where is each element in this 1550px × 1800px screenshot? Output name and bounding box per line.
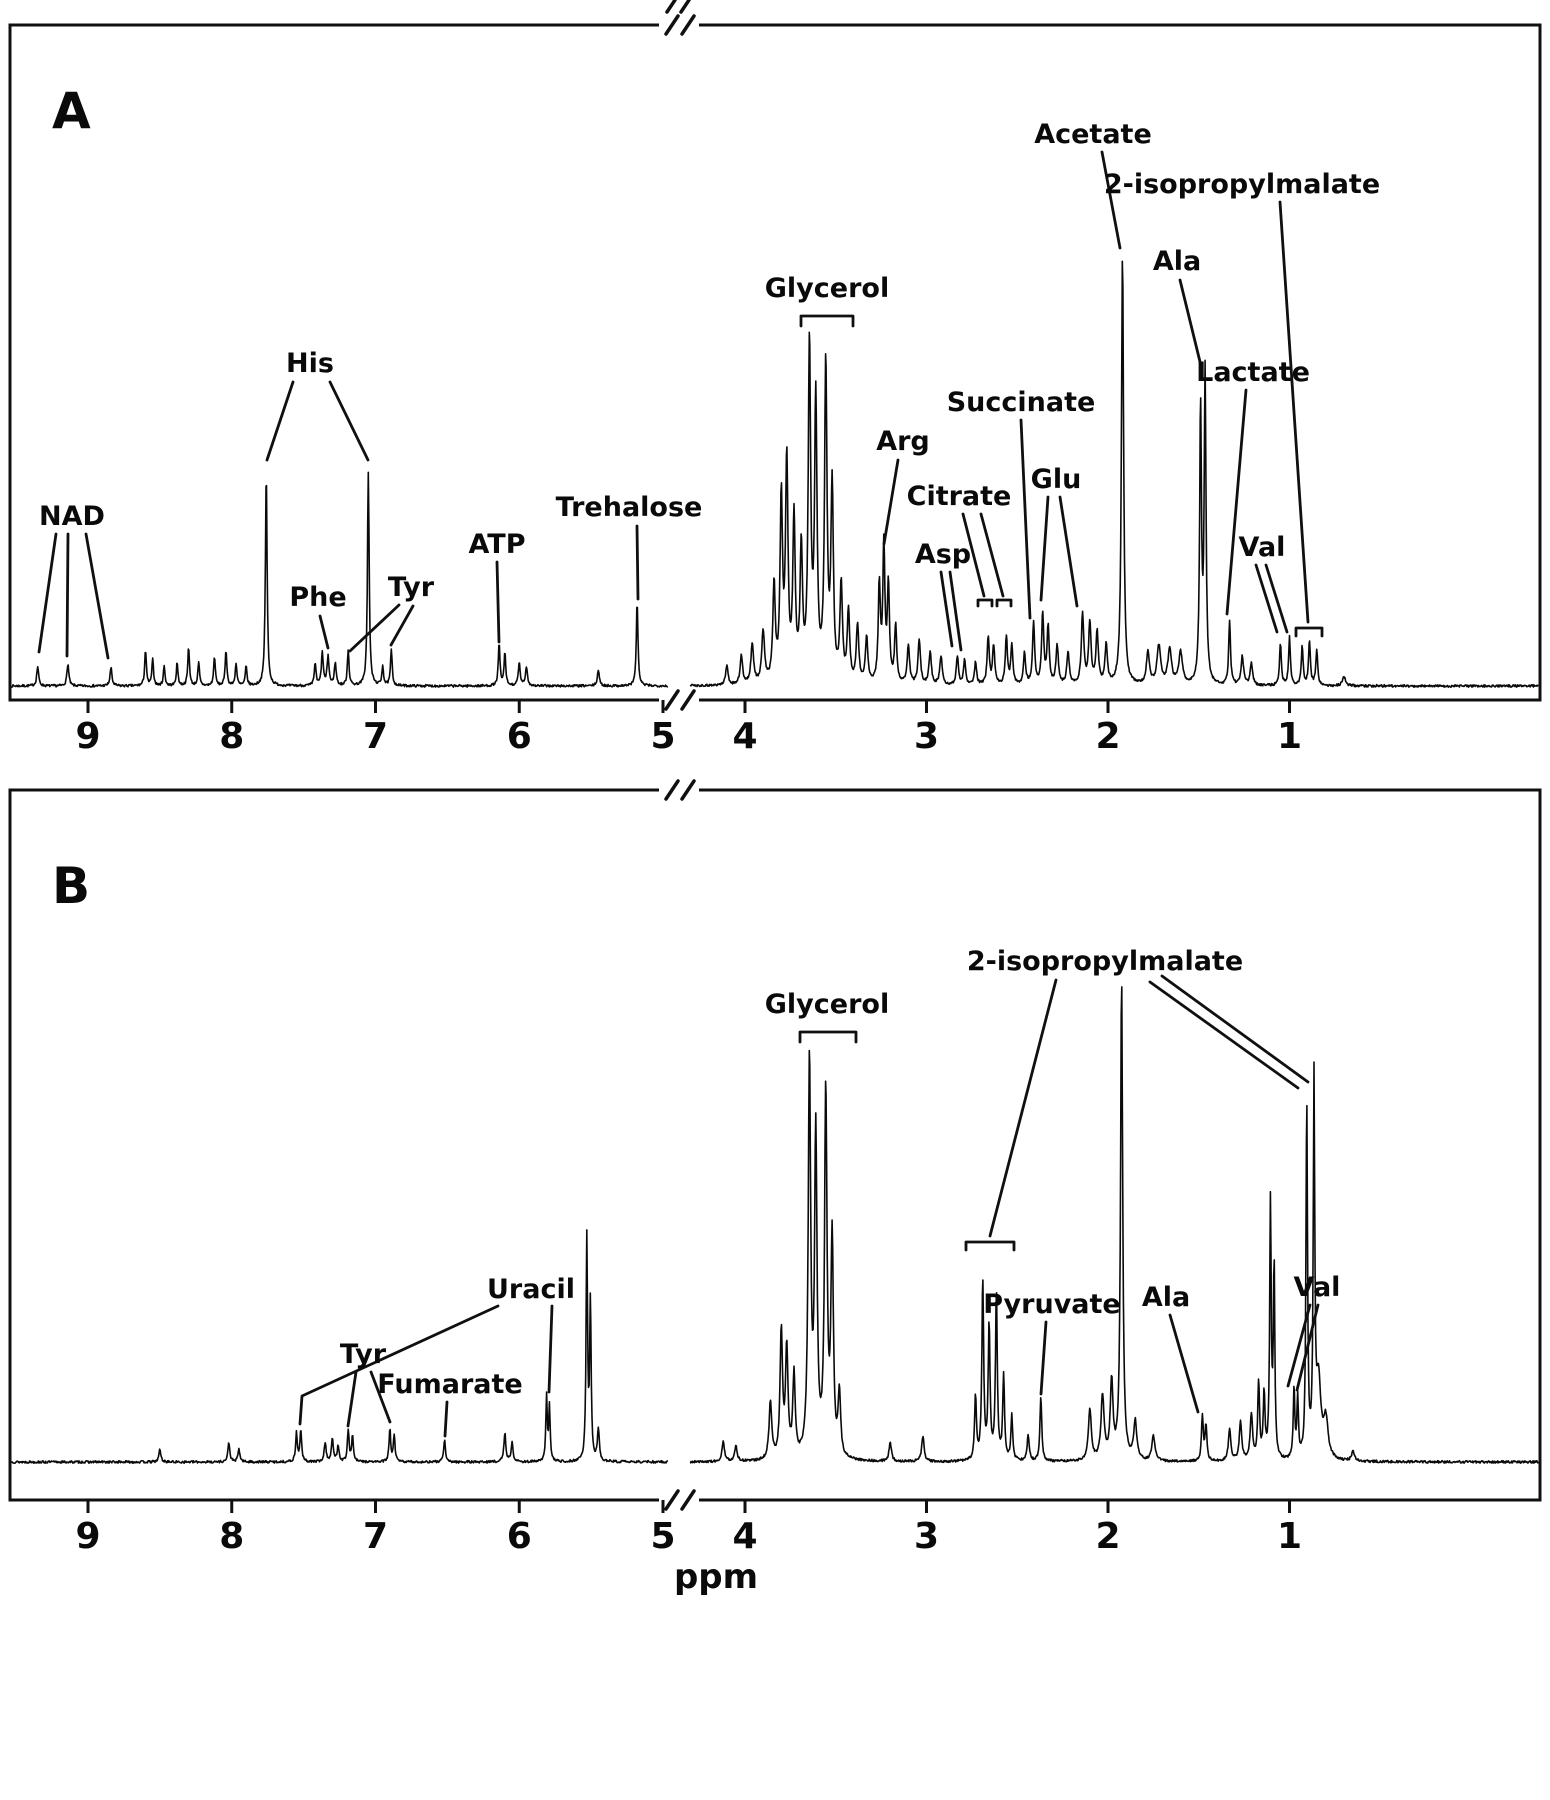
leader-line [389, 604, 415, 647]
axis-break-mark [664, 1489, 696, 1511]
leader-line [298, 1304, 500, 1426]
x-tick-label: 9 [75, 716, 100, 757]
leader-line [635, 524, 640, 601]
x-tick-label: 1 [1277, 716, 1302, 757]
leader-line [1178, 278, 1204, 372]
peak-bracket [964, 1240, 1016, 1252]
panel-b-frame [8, 788, 1542, 1502]
leader-line [988, 978, 1058, 1238]
peak-label: Val [1294, 1272, 1341, 1303]
x-tick-label: 6 [507, 716, 532, 757]
peak-bracket [1294, 626, 1324, 638]
peak-label: Succinate [947, 387, 1096, 418]
leader-line [1278, 200, 1310, 624]
x-tick-label: 8 [219, 716, 244, 757]
leader-line [346, 1370, 358, 1428]
leader-line [961, 512, 986, 598]
x-tick-label: 5 [650, 716, 675, 757]
axis-break-mark [664, 14, 696, 36]
x-tick-label: 5 [650, 1516, 675, 1557]
axis-break-mark [664, 689, 696, 711]
leader-line [65, 532, 70, 658]
leader-line [1295, 1303, 1320, 1392]
x-tick-label: 7 [363, 716, 388, 757]
leader-line [369, 1370, 392, 1424]
leader-line [265, 380, 295, 462]
leader-line [948, 570, 963, 652]
peak-label: Ala [1142, 1282, 1190, 1313]
x-tick-label: 6 [507, 1516, 532, 1557]
leader-line [1148, 980, 1300, 1090]
peak-label: 2-isopropylmalate [967, 946, 1243, 977]
peak-label: Citrate [907, 481, 1012, 512]
panel-label-a: A [52, 82, 91, 140]
leader-line [1039, 495, 1050, 602]
peak-label: Trehalose [556, 492, 703, 523]
leader-line [1264, 563, 1289, 634]
leader-line [495, 560, 501, 644]
peak-label: His [286, 348, 334, 379]
peak-label: Glycerol [765, 989, 889, 1020]
x-tick-label: 1 [1277, 1516, 1302, 1557]
axis-break-mark [664, 779, 696, 801]
leader-line [443, 1400, 449, 1438]
peak-label: Acetate [1034, 119, 1152, 150]
axis-break-mark [665, 0, 691, 14]
peak-label: Arg [876, 426, 930, 457]
peak-label: Uracil [487, 1274, 575, 1305]
peak-label: Val [1239, 532, 1286, 563]
peak-label: NAD [39, 501, 105, 532]
panel-label-b: B [52, 857, 90, 915]
leader-line [84, 532, 110, 660]
leader-line [979, 512, 1005, 598]
peak-label: Asp [915, 539, 971, 570]
peak-label: Glycerol [765, 273, 889, 304]
leader-line [1225, 388, 1248, 616]
peak-bracket [798, 1030, 858, 1044]
leader-line [939, 570, 954, 648]
x-tick-label: 3 [914, 1516, 939, 1557]
leader-line [1100, 150, 1122, 250]
leader-line [37, 532, 58, 654]
peak-bracket [976, 598, 994, 608]
x-tick-label: 4 [732, 716, 757, 757]
x-axis-title: ppm [674, 1557, 758, 1597]
peak-label: ATP [468, 529, 525, 560]
leader-line [547, 1304, 554, 1394]
x-tick-label: 3 [914, 716, 939, 757]
leader-line [328, 380, 370, 462]
leader-line [1019, 418, 1032, 620]
leader-line [882, 458, 900, 546]
x-tick-label: 9 [75, 1516, 100, 1557]
x-tick-label: 2 [1095, 1516, 1120, 1557]
leader-line [1058, 495, 1079, 608]
leader-line [348, 603, 401, 653]
peak-bracket [995, 598, 1013, 608]
leader-line [1160, 974, 1310, 1084]
x-tick-label: 8 [219, 1516, 244, 1557]
leader-line [1039, 1320, 1048, 1396]
panel-a-spectrum [11, 260, 1539, 688]
panel-b-spectrum [11, 986, 1539, 1464]
x-tick-label: 2 [1095, 716, 1120, 757]
peak-label: Glu [1031, 464, 1082, 495]
peak-label: Ala [1153, 246, 1201, 277]
peak-label: Pyruvate [983, 1289, 1120, 1320]
x-tick-label: 7 [363, 1516, 388, 1557]
peak-bracket [799, 314, 855, 328]
x-tick-label: 4 [732, 1516, 757, 1557]
leader-line [318, 614, 330, 650]
panel-a-frame [8, 23, 1542, 702]
peak-label: Fumarate [377, 1369, 522, 1400]
leader-line [1168, 1313, 1200, 1414]
leader-line [1286, 1303, 1312, 1388]
peak-label: 2-isopropylmalate [1104, 169, 1380, 200]
peak-label: Phe [289, 582, 346, 613]
leader-line [1254, 563, 1279, 634]
peak-label: Tyr [340, 1339, 387, 1370]
peak-label: Tyr [388, 572, 435, 603]
